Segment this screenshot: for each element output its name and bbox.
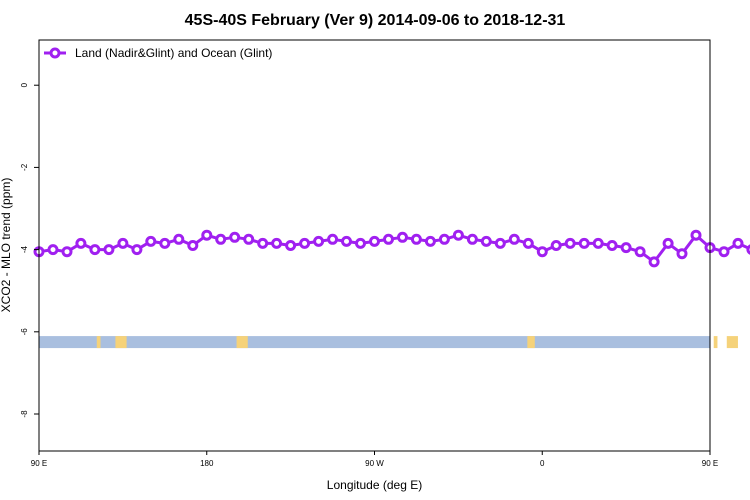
y-tick-label: -6 (20, 328, 29, 336)
x-axis: 90 E 180 90 W 0 90 E (31, 451, 718, 468)
land-segment (527, 336, 535, 349)
data-point (341, 235, 352, 247)
data-point (187, 240, 199, 251)
data-point (536, 246, 548, 258)
data-point (47, 244, 59, 256)
data-point (550, 240, 562, 251)
ocean-band (39, 336, 710, 349)
data-point (397, 231, 408, 243)
land-segment (726, 336, 738, 349)
x-tick-label: 90 E (702, 459, 718, 468)
data-point (438, 233, 450, 245)
data-point (424, 235, 436, 247)
land-segment (236, 336, 248, 349)
data-point (606, 240, 618, 251)
data-point (257, 237, 269, 249)
y-tick-label: -8 (20, 410, 29, 418)
data-point (383, 233, 394, 245)
data-point (103, 244, 115, 256)
data-point (746, 244, 750, 255)
data-point (564, 237, 576, 249)
data-point (522, 237, 534, 249)
land-segment (115, 336, 127, 349)
data-point (508, 233, 520, 245)
y-tick-label: 0 (20, 82, 29, 87)
data-point (215, 233, 227, 245)
data-point (578, 237, 590, 249)
data-point (313, 235, 325, 247)
data-point (494, 237, 506, 249)
data-point (480, 235, 492, 247)
x-tick-label: 90 E (31, 459, 47, 468)
data-point (201, 229, 213, 241)
data-point (592, 237, 604, 249)
data-point (718, 246, 730, 258)
data-point (145, 235, 157, 247)
data-point (690, 229, 702, 241)
data-point (648, 256, 660, 268)
y-axis: 0 -2 -4 -6 -8 (20, 82, 39, 418)
data-point (159, 237, 171, 249)
data-point (243, 233, 255, 245)
x-tick-label: 0 (540, 459, 545, 468)
data-point (634, 246, 646, 258)
x-tick-label: 180 (200, 459, 214, 468)
data-point (75, 237, 87, 249)
x-tick-label: 90 W (365, 459, 384, 468)
data-point (285, 240, 297, 251)
data-point (676, 248, 688, 260)
data-point (229, 231, 241, 243)
legend: Land (Nadir&Glint) and Ocean (Glint) (44, 46, 272, 60)
y-tick-label: -4 (20, 246, 29, 254)
data-point (732, 237, 744, 249)
data-point (299, 237, 311, 249)
data-point (410, 233, 422, 245)
land-segment (96, 336, 101, 349)
data-point (173, 233, 185, 245)
land-segment (713, 336, 718, 349)
data-point (89, 244, 101, 256)
data-point (327, 233, 339, 245)
data-point (117, 237, 129, 249)
data-point (271, 237, 283, 249)
series-layer (33, 229, 750, 268)
data-point (662, 237, 674, 249)
y-axis-label: XCO2 - MLO trend (ppm) (0, 178, 13, 313)
data-point (61, 246, 73, 258)
data-point (369, 235, 380, 247)
data-point (355, 237, 366, 249)
land-ocean-strip (39, 336, 738, 349)
data-point (466, 233, 478, 245)
data-point (452, 229, 464, 241)
x-axis-label: Longitude (deg E) (327, 478, 422, 492)
data-point (131, 244, 143, 256)
chart-title: 45S-40S February (Ver 9) 2014-09-06 to 2… (185, 12, 566, 29)
legend-entry-label: Land (Nadir&Glint) and Ocean (Glint) (75, 46, 272, 60)
legend-swatch-marker (49, 47, 61, 59)
y-tick-label: -2 (20, 163, 29, 171)
data-point (620, 242, 632, 254)
